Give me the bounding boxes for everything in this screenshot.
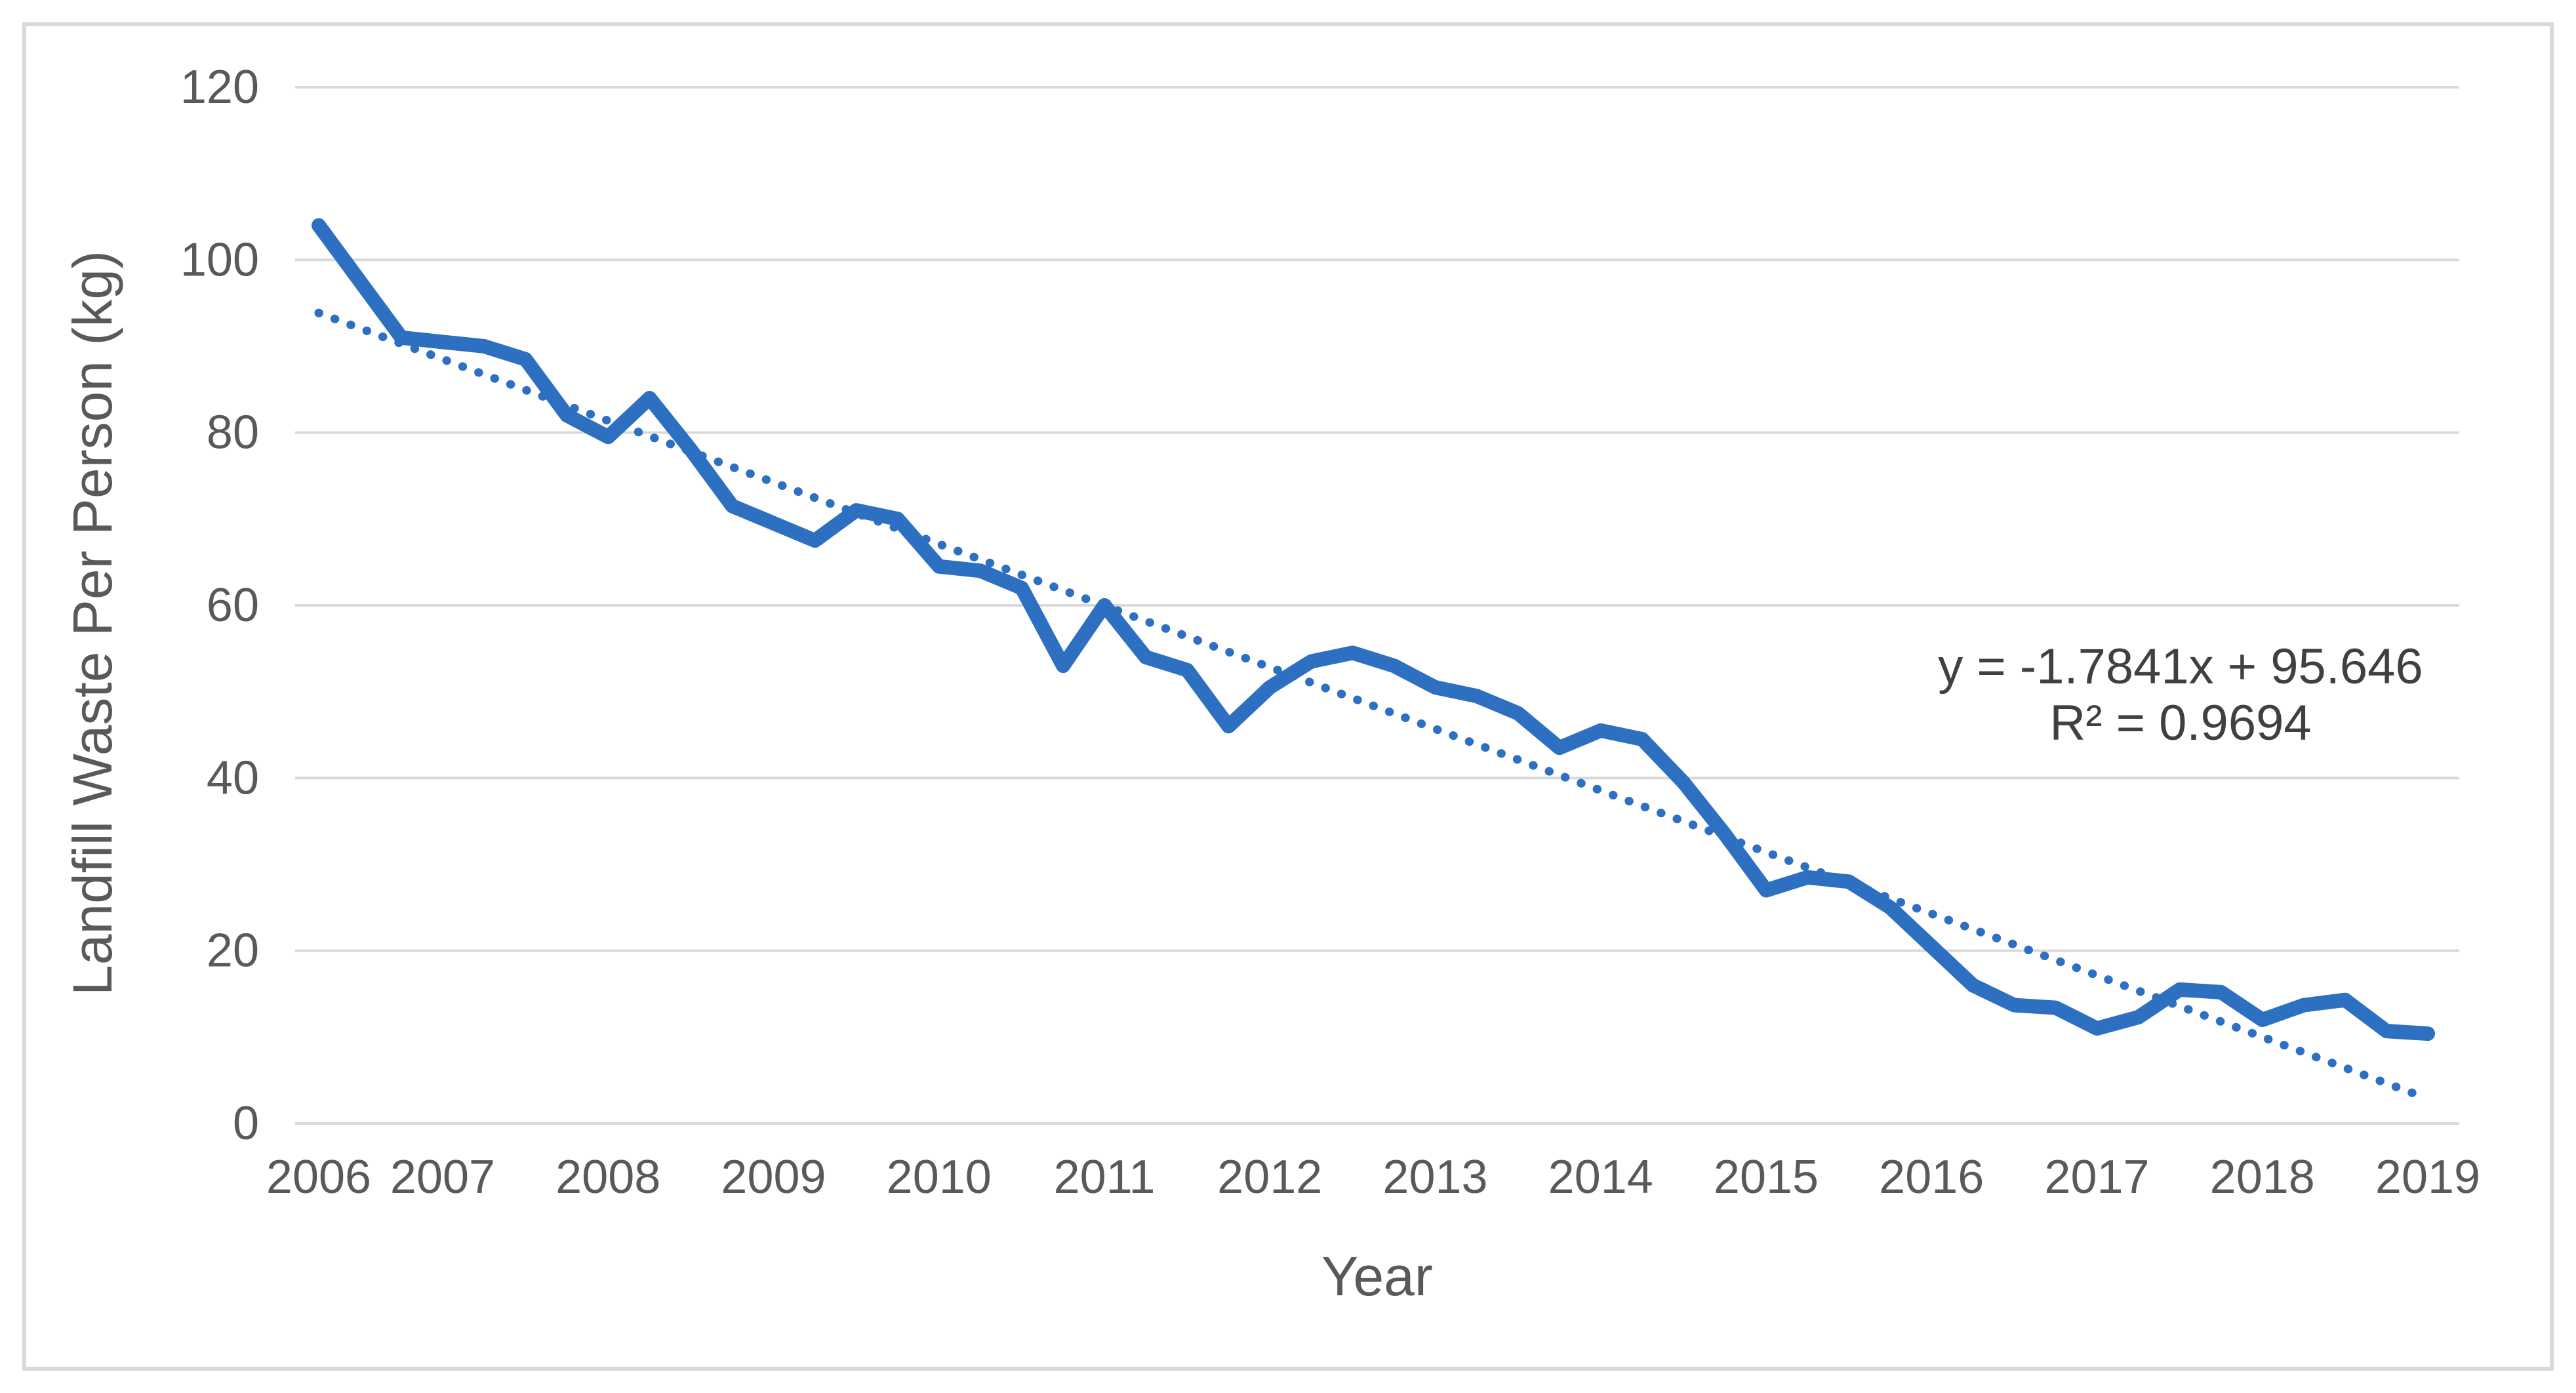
y-tick-label-60: 60 xyxy=(207,579,259,632)
x-tick-label-2015: 2015 xyxy=(1714,1151,1819,1203)
series-line-landfill-waste xyxy=(312,218,2436,1041)
x-axis-tick-labels: 2006 2007 2008 2009 2010 2011 2012 2013 2014 2015… xyxy=(266,1151,2480,1203)
x-tick-label-2011: 2011 xyxy=(1054,1151,1156,1203)
gridlines xyxy=(295,85,2459,1125)
y-tick-label-40: 40 xyxy=(207,752,259,804)
x-tick-label-2007: 2007 xyxy=(390,1151,495,1203)
x-tick-label-2008: 2008 xyxy=(555,1151,660,1203)
x-tick-label-2013: 2013 xyxy=(1382,1151,1487,1203)
y-tick-label-80: 80 xyxy=(207,407,259,459)
trendline-dotted xyxy=(314,308,2432,1103)
x-tick-label-2010: 2010 xyxy=(887,1151,992,1203)
x-axis-title: Year xyxy=(1321,1245,1433,1307)
data-series xyxy=(312,218,2436,1103)
x-tick-label-2018: 2018 xyxy=(2210,1151,2315,1203)
y-tick-label-20: 20 xyxy=(207,925,259,977)
x-tick-label-2006: 2006 xyxy=(266,1151,371,1203)
x-tick-label-2019: 2019 xyxy=(2375,1151,2480,1203)
x-tick-label-2014: 2014 xyxy=(1548,1151,1653,1203)
x-tick-label-2009: 2009 xyxy=(721,1151,826,1203)
y-tick-label-100: 100 xyxy=(180,233,259,286)
x-tick-label-2012: 2012 xyxy=(1217,1151,1322,1203)
y-axis-title: Landfill Waste Per Person (kg) xyxy=(62,251,123,996)
x-tick-label-2016: 2016 xyxy=(1879,1151,1984,1203)
trendline-equation-label: y = -1.7841x + 95.646 xyxy=(1938,639,2423,695)
y-tick-label-120: 120 xyxy=(180,61,259,113)
x-tick-label-2017: 2017 xyxy=(2044,1151,2149,1203)
chart-border xyxy=(22,22,2554,1371)
y-tick-label-0: 0 xyxy=(233,1097,259,1150)
trendline-r-squared-label: R² = 0.9694 xyxy=(2049,695,2311,751)
y-axis-tick-labels: 0 20 40 60 80 100 120 xyxy=(180,61,259,1150)
